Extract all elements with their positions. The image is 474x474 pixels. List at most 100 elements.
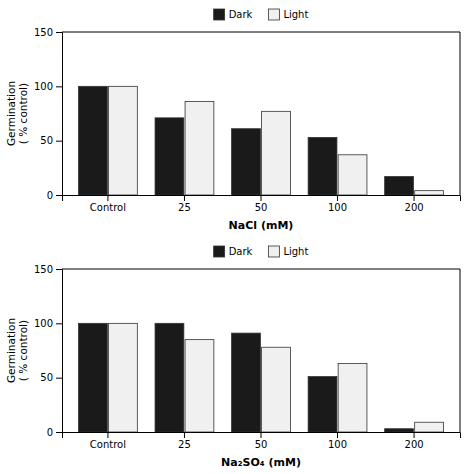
- tick: 50: [255, 432, 268, 450]
- legend-item: Light: [268, 9, 308, 20]
- panel: 0 50 100 150 Control 25 50 100 200 Na₂SO₄ (mM) Ger…: [5, 246, 461, 469]
- frame: [62, 32, 460, 33]
- tick: 100: [328, 195, 347, 213]
- bar: [415, 422, 444, 432]
- bar: [109, 323, 138, 432]
- tick-label: 200: [405, 202, 424, 213]
- tick: 0: [47, 190, 62, 201]
- tick: Control: [90, 432, 126, 450]
- bar: [262, 111, 291, 195]
- tick-mark: [107, 195, 108, 201]
- axis-line: [63, 433, 461, 439]
- frame: [460, 32, 461, 195]
- tick: 50: [255, 195, 268, 213]
- legend-label: Light: [283, 9, 308, 20]
- legend-label: Dark: [229, 246, 253, 257]
- tick: Control: [90, 195, 126, 213]
- bar: [155, 118, 184, 195]
- bar: [109, 86, 138, 195]
- tick-mark: [56, 32, 62, 33]
- tick-label: 50: [40, 372, 53, 383]
- tick: 150: [34, 264, 62, 275]
- tick-label: 200: [405, 439, 424, 450]
- bars: [79, 86, 444, 195]
- tick-label: Control: [90, 202, 126, 213]
- bar: [415, 191, 444, 195]
- tick-label: 100: [34, 318, 53, 329]
- tick: 100: [34, 81, 62, 92]
- y-axis: 0 50 100 150: [34, 264, 63, 438]
- bar: [338, 364, 367, 432]
- legend-label: Light: [283, 246, 308, 257]
- tick: 200: [405, 432, 424, 450]
- bar: [338, 155, 367, 195]
- bar: [308, 377, 337, 432]
- legend: Dark Light: [214, 246, 309, 257]
- tick-mark: [414, 195, 415, 201]
- bar: [79, 323, 108, 432]
- legend-swatch: [268, 246, 279, 257]
- tick: 0: [47, 427, 62, 438]
- bar: [185, 102, 214, 195]
- x-axis: Control 25 50 100 200: [63, 195, 461, 213]
- bar: [262, 347, 291, 432]
- legend-item: Light: [268, 246, 308, 257]
- tick: 25: [178, 195, 191, 213]
- axis-line: [56, 33, 63, 196]
- tick-label: Control: [90, 439, 126, 450]
- legend-swatch: [214, 246, 225, 257]
- x-axis: Control 25 50 100 200: [63, 432, 461, 450]
- tick-mark: [56, 86, 62, 87]
- frame: [62, 269, 460, 270]
- y-axis-title-line: ( % control): [17, 83, 29, 144]
- tick-label: 25: [178, 439, 191, 450]
- tick-mark: [56, 141, 62, 142]
- y-axis-title: Germination( % control): [5, 81, 29, 146]
- y-axis: 0 50 100 150: [34, 27, 63, 201]
- tick-mark: [56, 323, 62, 324]
- legend-swatch: [214, 9, 225, 20]
- x-axis-title: Na₂SO₄ (mM): [221, 456, 301, 469]
- bars: [79, 323, 444, 432]
- axis-line: [56, 270, 63, 433]
- tick-mark: [337, 432, 338, 438]
- legend-item: Dark: [214, 9, 253, 20]
- tick-label: 50: [255, 202, 268, 213]
- bar: [232, 129, 261, 195]
- tick-mark: [56, 378, 62, 379]
- tick-mark: [261, 432, 262, 438]
- legend-swatch: [268, 9, 279, 20]
- bar: [385, 429, 414, 432]
- y-axis-title-line: Germination: [5, 318, 17, 383]
- bar: [155, 323, 184, 432]
- tick-label: 100: [328, 202, 347, 213]
- legend-label: Dark: [229, 9, 253, 20]
- tick-label: 25: [178, 202, 191, 213]
- tick: 25: [178, 432, 191, 450]
- bar: [308, 137, 337, 195]
- tick: 100: [34, 318, 62, 329]
- tick: 100: [328, 432, 347, 450]
- figure: 0 50 100 150 Control 25 50 100 200 NaCl (mM) Germi…: [0, 0, 474, 474]
- tick: 150: [34, 27, 62, 38]
- x-axis-title: NaCl (mM): [229, 219, 294, 232]
- tick: 50: [40, 372, 62, 383]
- bar: [185, 340, 214, 432]
- tick-mark: [261, 195, 262, 201]
- tick-mark: [107, 432, 108, 438]
- tick-label: 100: [34, 81, 53, 92]
- legend: Dark Light: [214, 9, 309, 20]
- panel: 0 50 100 150 Control 25 50 100 200 NaCl (mM) Germi…: [5, 9, 461, 232]
- y-axis-title: Germination( % control): [5, 318, 29, 383]
- bar: [79, 86, 108, 195]
- frame: [460, 269, 461, 432]
- axis-line: [63, 196, 461, 202]
- y-axis-title-line: ( % control): [17, 320, 29, 381]
- tick: 200: [405, 195, 424, 213]
- bar: [232, 333, 261, 432]
- tick-label: 0: [47, 190, 53, 201]
- tick-label: 150: [34, 264, 53, 275]
- tick-mark: [337, 195, 338, 201]
- tick-label: 50: [40, 135, 53, 146]
- tick-mark: [184, 432, 185, 438]
